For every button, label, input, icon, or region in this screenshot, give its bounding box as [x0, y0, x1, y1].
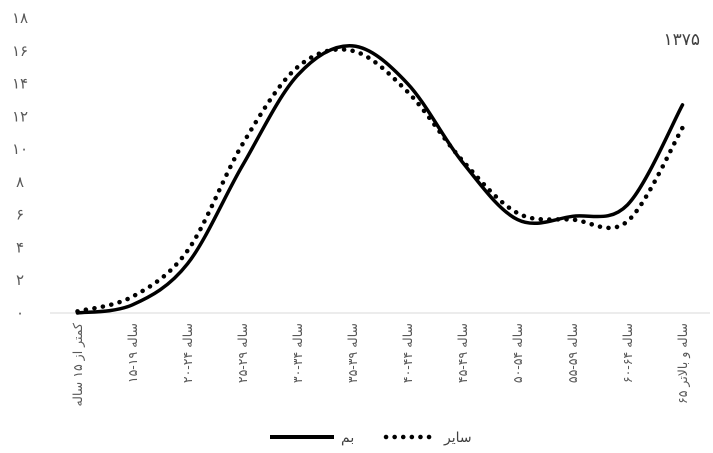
x-tick-label: ۶۵ ساله و بالاتر	[675, 323, 691, 404]
x-tick-label: ۶۰-۶۴ ساله	[620, 323, 635, 383]
x-tick-label: ۳۰-۳۴ ساله	[290, 323, 305, 383]
x-tick-label: ۳۵-۳۹ ساله	[345, 323, 360, 383]
x-tick-label: ۴۰-۴۴ ساله	[400, 323, 415, 383]
y-tick-label: ۰	[16, 304, 24, 322]
y-axis-ticks: ۰ ۲ ۴ ۶ ۸ ۱۰ ۱۲ ۱۴ ۱۶ ۱۸	[12, 9, 28, 322]
legend-label-1: بم	[341, 430, 354, 446]
x-tick-label: ۵۵-۵۹ ساله	[565, 323, 580, 383]
y-tick-label: ۸	[16, 173, 24, 191]
chart-title: ۱۳۷۵	[663, 30, 700, 50]
x-tick-label: ۴۵-۴۹ ساله	[455, 323, 470, 383]
x-tick-label: ۲۵-۲۹ ساله	[235, 323, 250, 383]
series-layer	[75, 44, 685, 315]
x-tick-label: ۲۰-۲۴ ساله	[180, 323, 195, 383]
y-tick-label: ۱۰	[12, 140, 28, 158]
y-tick-label: ۶	[16, 206, 24, 224]
x-tick-label: ۱۵-۱۹ ساله	[125, 323, 140, 383]
y-tick-label: ۱۶	[12, 42, 28, 60]
series-line-1	[75, 44, 685, 315]
series-line-2	[75, 47, 685, 314]
y-tick-label: ۱۴	[12, 75, 28, 93]
x-tick-label: کمتر از ۱۵ ساله	[70, 323, 86, 407]
x-axis-ticks: کمتر از ۱۵ ساله ۱۵-۱۹ ساله ۲۰-۲۴ ساله ۲۵-۲۹…	[70, 323, 691, 407]
y-tick-label: ۱۲	[12, 107, 28, 125]
y-tick-label: ۱۸	[12, 9, 28, 27]
legend: بم سایر	[270, 430, 472, 446]
legend-label-2: سایر	[443, 430, 472, 446]
x-tick-label: ۵۰-۵۴ ساله	[510, 323, 525, 383]
y-tick-label: ۴	[16, 238, 24, 256]
y-tick-label: ۲	[16, 271, 24, 289]
